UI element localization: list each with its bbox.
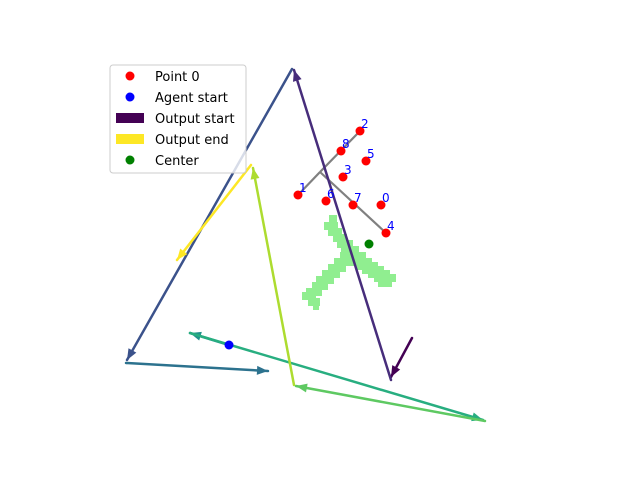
shape-cell: [334, 258, 352, 266]
legend-label-output-start: Output start: [155, 112, 235, 127]
legend-marker-center: [125, 155, 135, 165]
legend-label-output-end: Output end: [155, 133, 229, 148]
legend-marker-point0: [125, 71, 135, 81]
center-marker: [364, 239, 374, 249]
shape-cell: [333, 234, 347, 242]
shape-cell: [322, 270, 340, 278]
keypoint-0: [376, 200, 386, 210]
shape-cell: [308, 298, 320, 306]
shape-cell: [337, 240, 353, 248]
legend-marker-output-end: [116, 134, 144, 144]
shape-cell: [324, 222, 338, 230]
shape-cell: [328, 264, 346, 272]
keypoint-7: [348, 200, 358, 210]
keypoint-label-4: 4: [387, 219, 395, 233]
shape-cell: [302, 292, 316, 300]
trajectory-arrow: [125, 67, 294, 362]
legend-marker-agent-start: [125, 92, 135, 102]
keypoint-label-7: 7: [354, 191, 362, 205]
arrow-head: [256, 365, 268, 375]
keypoint-label-0: 0: [382, 191, 390, 205]
arrow-head: [250, 168, 260, 180]
keypoint-5: [361, 156, 371, 166]
legend-label-center: Center: [155, 154, 199, 169]
skeleton-line: [297, 171, 321, 196]
legend-marker-output-start: [116, 113, 144, 123]
keypoint-8: [336, 146, 346, 156]
shape-cell: [374, 274, 396, 282]
keypoint-label-5: 5: [367, 147, 375, 161]
keypoint-1: [293, 190, 303, 200]
trajectory-arrow: [124, 361, 270, 373]
arrow-head: [296, 383, 308, 393]
trajectory-arrow: [294, 384, 487, 423]
legend-label-agent-start: Agent start: [155, 91, 228, 106]
keypoint-label-8: 8: [342, 137, 350, 151]
keypoints: 0 1 2 3 4 5 6 7 8: [293, 117, 395, 238]
shape-cell: [329, 215, 337, 223]
keypoint-label-6: 6: [327, 187, 335, 201]
trajectory-arrow: [251, 166, 296, 387]
keypoint-2: [355, 126, 365, 136]
special-markers: [224, 239, 374, 350]
trajectory-arrow: [188, 331, 485, 422]
trajectory-arrow: [292, 68, 393, 382]
keypoint-label-3: 3: [344, 163, 352, 177]
keypoint-label-1: 1: [299, 181, 307, 195]
shape-cell: [340, 252, 356, 260]
keypoint-label-2: 2: [361, 117, 369, 131]
shape-cell: [328, 228, 342, 236]
keypoint-4: [381, 228, 391, 238]
legend-frame: [109, 64, 247, 174]
shape-cell: [378, 279, 392, 287]
green-shape: [302, 215, 396, 310]
arrow-head: [292, 70, 302, 82]
trajectory-arrow: [175, 163, 253, 262]
trajectory-arrows: [124, 67, 487, 423]
legend: Point 0 Agent start Output start Output …: [109, 64, 247, 174]
arrow-head: [127, 348, 137, 360]
shape-cell: [312, 282, 328, 290]
agent-start-marker: [224, 340, 234, 350]
keypoint-6: [321, 196, 331, 206]
shape-cell: [313, 304, 319, 310]
arrow-head: [177, 248, 188, 260]
shape-cell: [316, 276, 334, 284]
arrow-head: [391, 365, 401, 377]
keypoint-3: [338, 172, 348, 182]
legend-label-point0: Point 0: [155, 70, 200, 85]
